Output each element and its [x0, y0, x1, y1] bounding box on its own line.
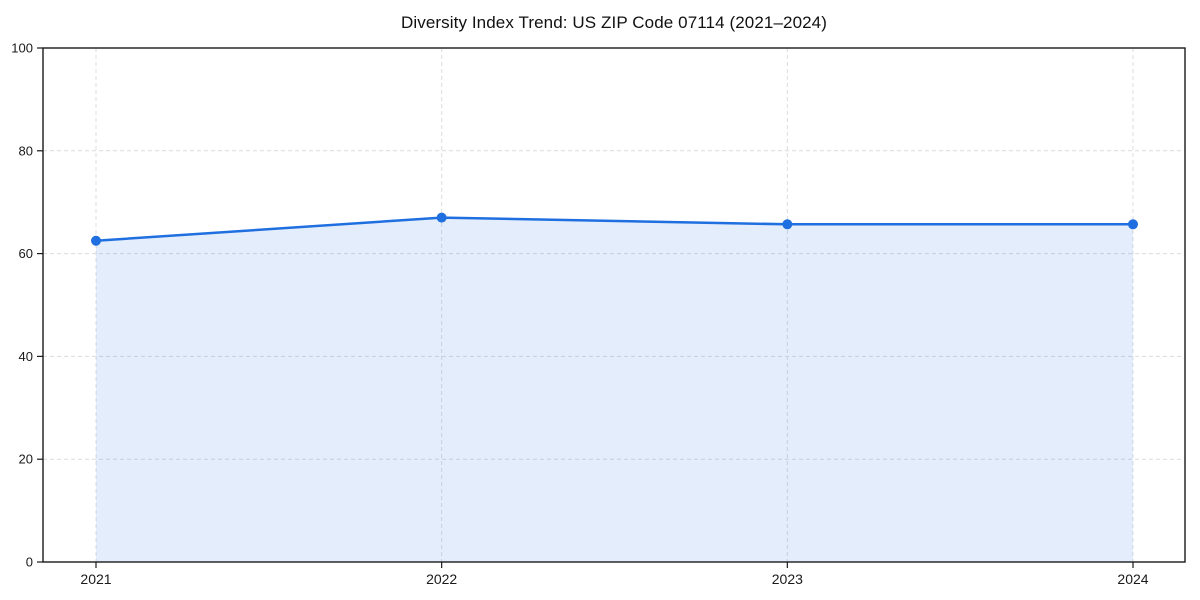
y-tick-label: 40 [19, 349, 33, 364]
plot-border [42, 47, 1186, 563]
y-tick-label: 60 [19, 246, 33, 261]
data-point [1128, 219, 1138, 230]
plot-background [43, 48, 1185, 562]
chart-title: Diversity Index Trend: US ZIP Code 07114… [400, 13, 828, 32]
x-tick-label: 2023 [772, 571, 803, 587]
y-tick-label: 20 [19, 452, 33, 467]
data-point [782, 219, 793, 230]
area-fill [96, 217, 1133, 562]
data-point [91, 235, 101, 246]
x-tick-label: 2022 [426, 571, 457, 587]
x-tick-label: 2021 [80, 571, 111, 587]
x-tick-label: 2024 [1117, 571, 1148, 587]
trend-line [94, 216, 1135, 242]
y-tick-label: 100 [11, 41, 33, 56]
data-point [436, 212, 447, 223]
y-tick-label: 0 [26, 555, 33, 570]
y-tick-label: 80 [19, 143, 33, 158]
